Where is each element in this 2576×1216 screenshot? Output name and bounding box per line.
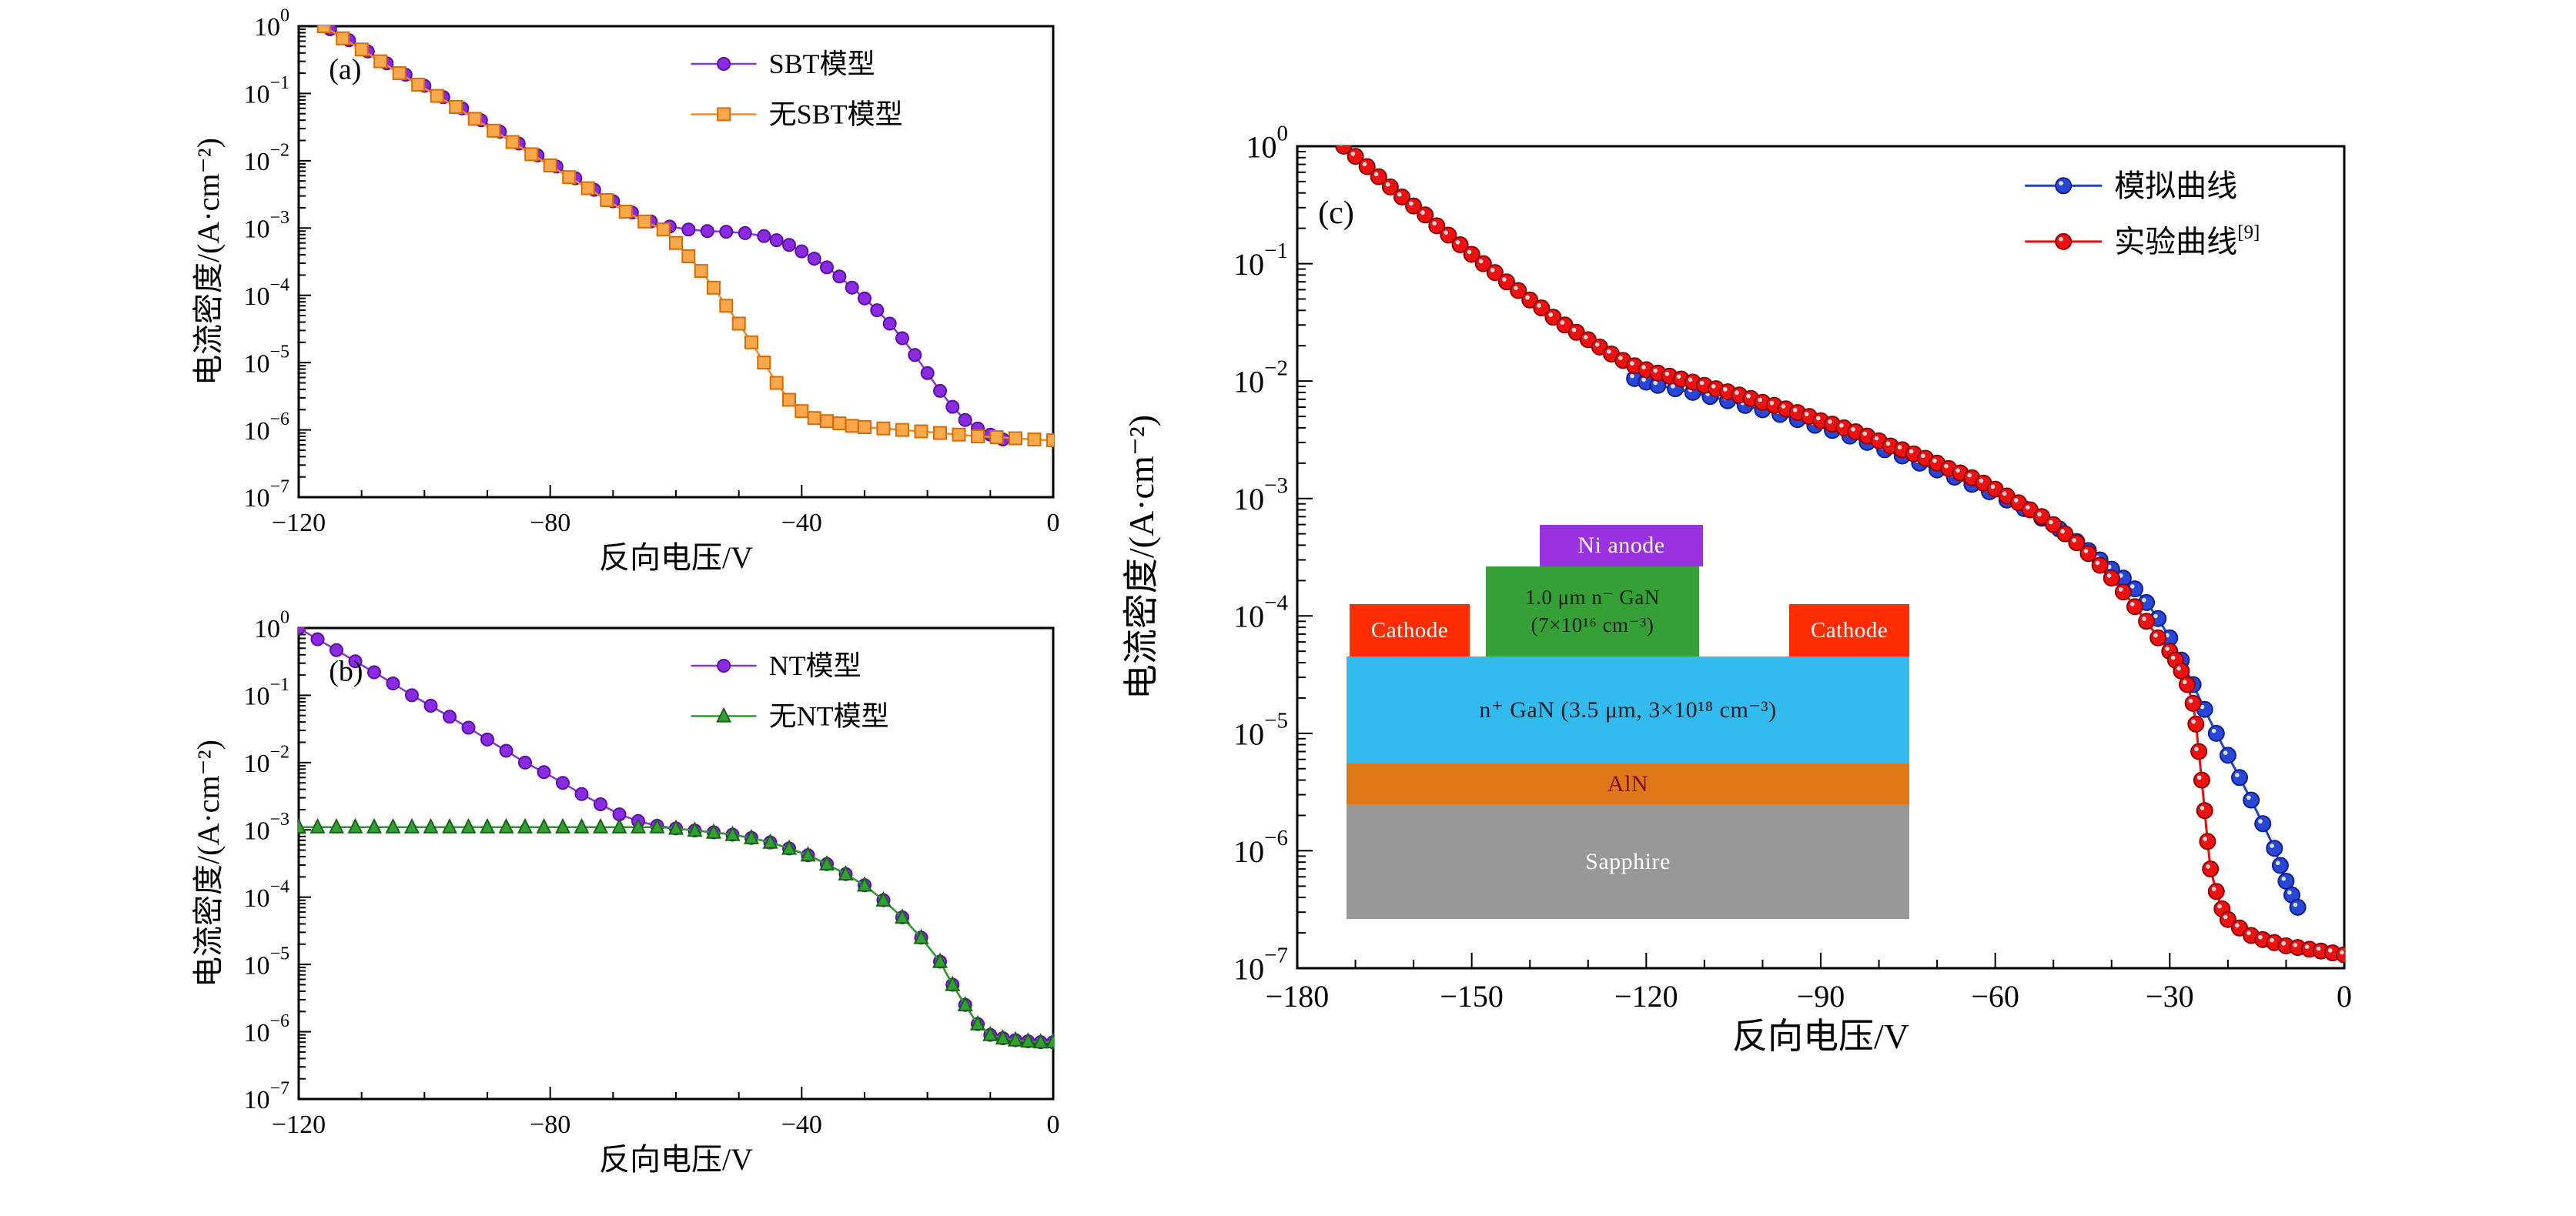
svg-text:10−4: 10−4 [243, 275, 289, 311]
svg-text:0: 0 [1047, 1111, 1060, 1139]
inset-layer-ni-anode: Ni anode [1540, 525, 1703, 566]
svg-text:(c): (c) [1318, 195, 1354, 231]
svg-text:(b): (b) [329, 655, 363, 687]
svg-text:10−5: 10−5 [1233, 708, 1288, 751]
svg-text:NT模型: NT模型 [769, 650, 861, 681]
chart-panel-c: −180 −150 −120 −90 −60 −30 0 100 10−1 10−2 10−3 10−… [1116, 114, 2502, 1137]
svg-text:−90: −90 [1797, 979, 1845, 1014]
svg-text:10−5: 10−5 [243, 944, 289, 980]
svg-text:10−7: 10−7 [243, 1079, 289, 1115]
svg-text:反向电压/V: 反向电压/V [599, 540, 753, 575]
svg-text:10−6: 10−6 [1233, 826, 1288, 869]
svg-text:100: 100 [254, 608, 289, 643]
inset-label-n-minus-gan-line1: 1.0 μm n⁻ GaN [1525, 586, 1660, 610]
chart-b-svg: −120 −80 −40 0 100 10−1 10−2 10−3 10−4 10−5 10−6 10… [191, 608, 1060, 1178]
svg-text:SBT模型: SBT模型 [769, 48, 875, 79]
inset-layer-n-plus-gan: n⁺ GaN (3.5 μm, 3×10¹⁸ cm⁻³) [1347, 656, 1909, 763]
svg-text:100: 100 [254, 6, 289, 42]
inset-layer-n-minus-gan: 1.0 μm n⁻ GaN (7×10¹⁶ cm⁻³) [1486, 566, 1699, 656]
svg-text:10−1: 10−1 [1233, 239, 1288, 282]
chart-c-svg: −180 −150 −120 −90 −60 −30 0 100 10−1 10−2 10−3 10−… [1122, 121, 2352, 1056]
svg-text:10−2: 10−2 [243, 742, 289, 778]
svg-text:10−1: 10−1 [243, 675, 289, 711]
svg-text:10−7: 10−7 [243, 477, 289, 513]
svg-text:无SBT模型: 无SBT模型 [769, 99, 903, 130]
svg-text:10−4: 10−4 [1233, 591, 1288, 634]
svg-text:10−2: 10−2 [243, 140, 289, 176]
device-structure-inset: Ni anode 1.0 μm n⁻ GaN (7×10¹⁶ cm⁻³) Cat… [1347, 525, 1909, 919]
svg-text:−40: −40 [781, 1111, 822, 1139]
svg-text:10−2: 10−2 [1233, 356, 1288, 399]
svg-text:10−6: 10−6 [243, 1011, 289, 1047]
svg-text:模拟曲线: 模拟曲线 [2114, 169, 2237, 203]
svg-text:10−3: 10−3 [1233, 473, 1288, 516]
svg-text:−180: −180 [1266, 979, 1330, 1014]
inset-label-sapphire: Sapphire [1585, 848, 1671, 874]
svg-text:−120: −120 [1614, 979, 1678, 1014]
svg-text:−60: −60 [1971, 979, 2019, 1014]
inset-layer-aln: AlN [1347, 763, 1909, 804]
inset-layer-cathode-right: Cathode [1789, 604, 1909, 656]
chart-panel-a: −120 −80 −40 0 100 10−1 10−2 10−3 10−4 10−5 10−6 10… [177, 6, 1093, 610]
svg-text:10−4: 10−4 [243, 877, 289, 913]
inset-layer-cathode-left: Cathode [1350, 604, 1470, 656]
svg-text:10−3: 10−3 [243, 208, 289, 244]
inset-label-ni-anode: Ni anode [1577, 533, 1665, 558]
svg-text:无NT模型: 无NT模型 [769, 701, 889, 732]
svg-text:−120: −120 [272, 1111, 326, 1139]
svg-text:−150: −150 [1440, 979, 1504, 1014]
svg-text:−80: −80 [530, 1111, 570, 1139]
svg-text:实验曲线[9]: 实验曲线[9] [2114, 222, 2260, 259]
svg-text:−40: −40 [781, 509, 822, 537]
chart-a-svg: −120 −80 −40 0 100 10−1 10−2 10−3 10−4 10−5 10−6 10… [191, 6, 1060, 576]
svg-text:0: 0 [1047, 509, 1060, 537]
inset-label-cathode-right: Cathode [1810, 617, 1889, 643]
svg-text:−120: −120 [272, 509, 326, 537]
inset-label-cathode-left: Cathode [1370, 617, 1449, 643]
svg-text:反向电压/V: 反向电压/V [1732, 1017, 1909, 1056]
svg-text:电流密度/(A·cm⁻²): 电流密度/(A·cm⁻²) [191, 740, 226, 987]
chart-panel-b: −120 −80 −40 0 100 10−1 10−2 10−3 10−4 10−5 10−6 10… [177, 608, 1093, 1212]
svg-text:100: 100 [1246, 121, 1289, 164]
inset-label-n-minus-gan-line2: (7×10¹⁶ cm⁻³) [1531, 613, 1654, 636]
inset-label-aln: AlN [1607, 770, 1649, 797]
svg-text:10−5: 10−5 [243, 342, 289, 379]
svg-text:电流密度/(A·cm⁻²): 电流密度/(A·cm⁻²) [1122, 415, 1161, 700]
svg-text:10−3: 10−3 [243, 810, 289, 846]
svg-text:电流密度/(A·cm⁻²): 电流密度/(A·cm⁻²) [191, 138, 226, 386]
svg-text:10−6: 10−6 [243, 409, 289, 446]
inset-layer-sapphire: Sapphire [1347, 804, 1909, 919]
svg-text:(a): (a) [329, 53, 361, 85]
svg-text:反向电压/V: 反向电压/V [599, 1142, 753, 1177]
svg-text:0: 0 [2337, 979, 2352, 1014]
inset-label-n-plus-gan: n⁺ GaN (3.5 μm, 3×10¹⁸ cm⁻³) [1479, 697, 1777, 723]
svg-text:−80: −80 [530, 509, 570, 537]
svg-text:10−1: 10−1 [243, 73, 289, 109]
svg-text:−30: −30 [2146, 979, 2194, 1014]
